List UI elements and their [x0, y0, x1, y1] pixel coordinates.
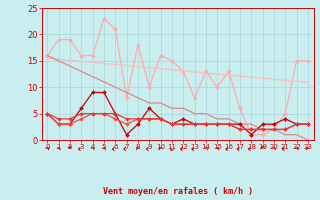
Text: Vent moyen/en rafales ( km/h ): Vent moyen/en rafales ( km/h ) [103, 187, 252, 196]
